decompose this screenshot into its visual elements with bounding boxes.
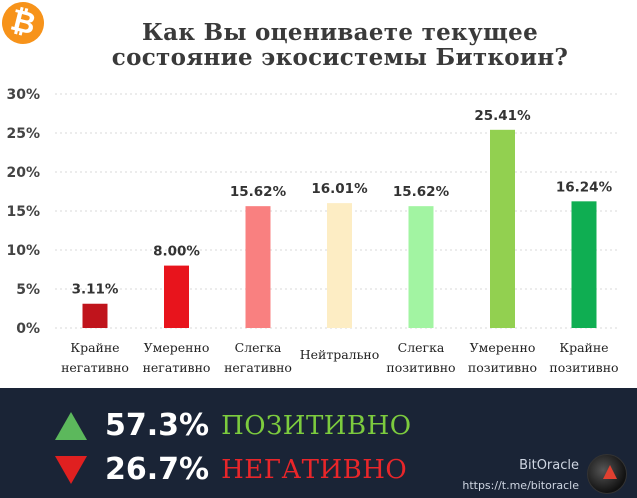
title-line-1: Как Вы оцениваете текущее — [141, 19, 539, 46]
title-line-2: состояние экосистемы Биткоин? — [111, 44, 569, 71]
positive-percent: 57.3% — [105, 408, 210, 443]
x-tick-label: Слегка — [398, 340, 445, 355]
y-tick-label: 0% — [16, 321, 40, 337]
bar — [82, 303, 108, 328]
up-triangle-icon — [55, 411, 87, 440]
x-tick-label: Слегка — [235, 340, 282, 355]
data-label: 15.62% — [230, 184, 287, 200]
y-tick-label: 10% — [6, 243, 40, 259]
negative-summary: 26.7% НЕГАТИВНО — [55, 452, 407, 487]
x-tick-label: негативно — [224, 360, 292, 375]
bitcoin-logo-icon: ₿ — [0, 0, 49, 49]
bar — [327, 203, 352, 328]
bar — [571, 201, 597, 328]
x-tick-label: Нейтрально — [300, 347, 380, 362]
data-label: 16.24% — [556, 179, 613, 195]
negative-label: НЕГАТИВНО — [221, 454, 408, 485]
data-label: 25.41% — [474, 108, 531, 124]
positive-summary: 57.3% ПОЗИТИВНО — [55, 408, 412, 443]
data-label: 15.62% — [393, 184, 450, 200]
negative-percent: 26.7% — [105, 452, 210, 487]
x-tick-label: позитивно — [549, 360, 618, 375]
y-tick-label: 20% — [6, 165, 40, 181]
brand-name: BitOracle — [519, 458, 579, 473]
data-label: 8.00% — [153, 244, 200, 260]
summary-panel: 57.3% ПОЗИТИВНО 26.7% НЕГАТИВНО BitOracl… — [0, 388, 637, 498]
bar — [490, 129, 515, 328]
y-tick-label: 15% — [6, 204, 40, 220]
x-tick-label: Крайне — [559, 340, 608, 355]
bitoracle-logo-icon — [587, 454, 627, 494]
x-tick-label: Крайне — [70, 340, 119, 355]
x-tick-label: Умеренно — [470, 340, 536, 355]
data-label: 3.11% — [72, 282, 119, 298]
bar-chart: 0% 5% 10% 15% 20% 25% 30% 3.11% Крайне негативно 8… — [6, 87, 620, 375]
chart-title: Как Вы оцениваете текущее состояние экос… — [60, 20, 620, 70]
brand-url[interactable]: https://t.me/bitoracle — [462, 479, 579, 492]
x-tick-label: позитивно — [468, 360, 537, 375]
x-tick-label: негативно — [143, 360, 211, 375]
x-tick-label: позитивно — [386, 360, 455, 375]
bar — [408, 206, 434, 328]
down-triangle-icon — [55, 455, 87, 484]
bar — [164, 265, 189, 328]
y-tick-label: 25% — [6, 126, 40, 142]
y-tick-label: 5% — [16, 282, 40, 298]
bar — [245, 206, 271, 328]
x-tick-label: Умеренно — [144, 340, 210, 355]
x-tick-label: негативно — [61, 360, 129, 375]
y-tick-label: 30% — [6, 87, 40, 103]
brand-watermark: BitOracle https://t.me/bitoracle — [462, 458, 579, 492]
positive-label: ПОЗИТИВНО — [221, 410, 412, 441]
data-label: 16.01% — [311, 181, 368, 197]
